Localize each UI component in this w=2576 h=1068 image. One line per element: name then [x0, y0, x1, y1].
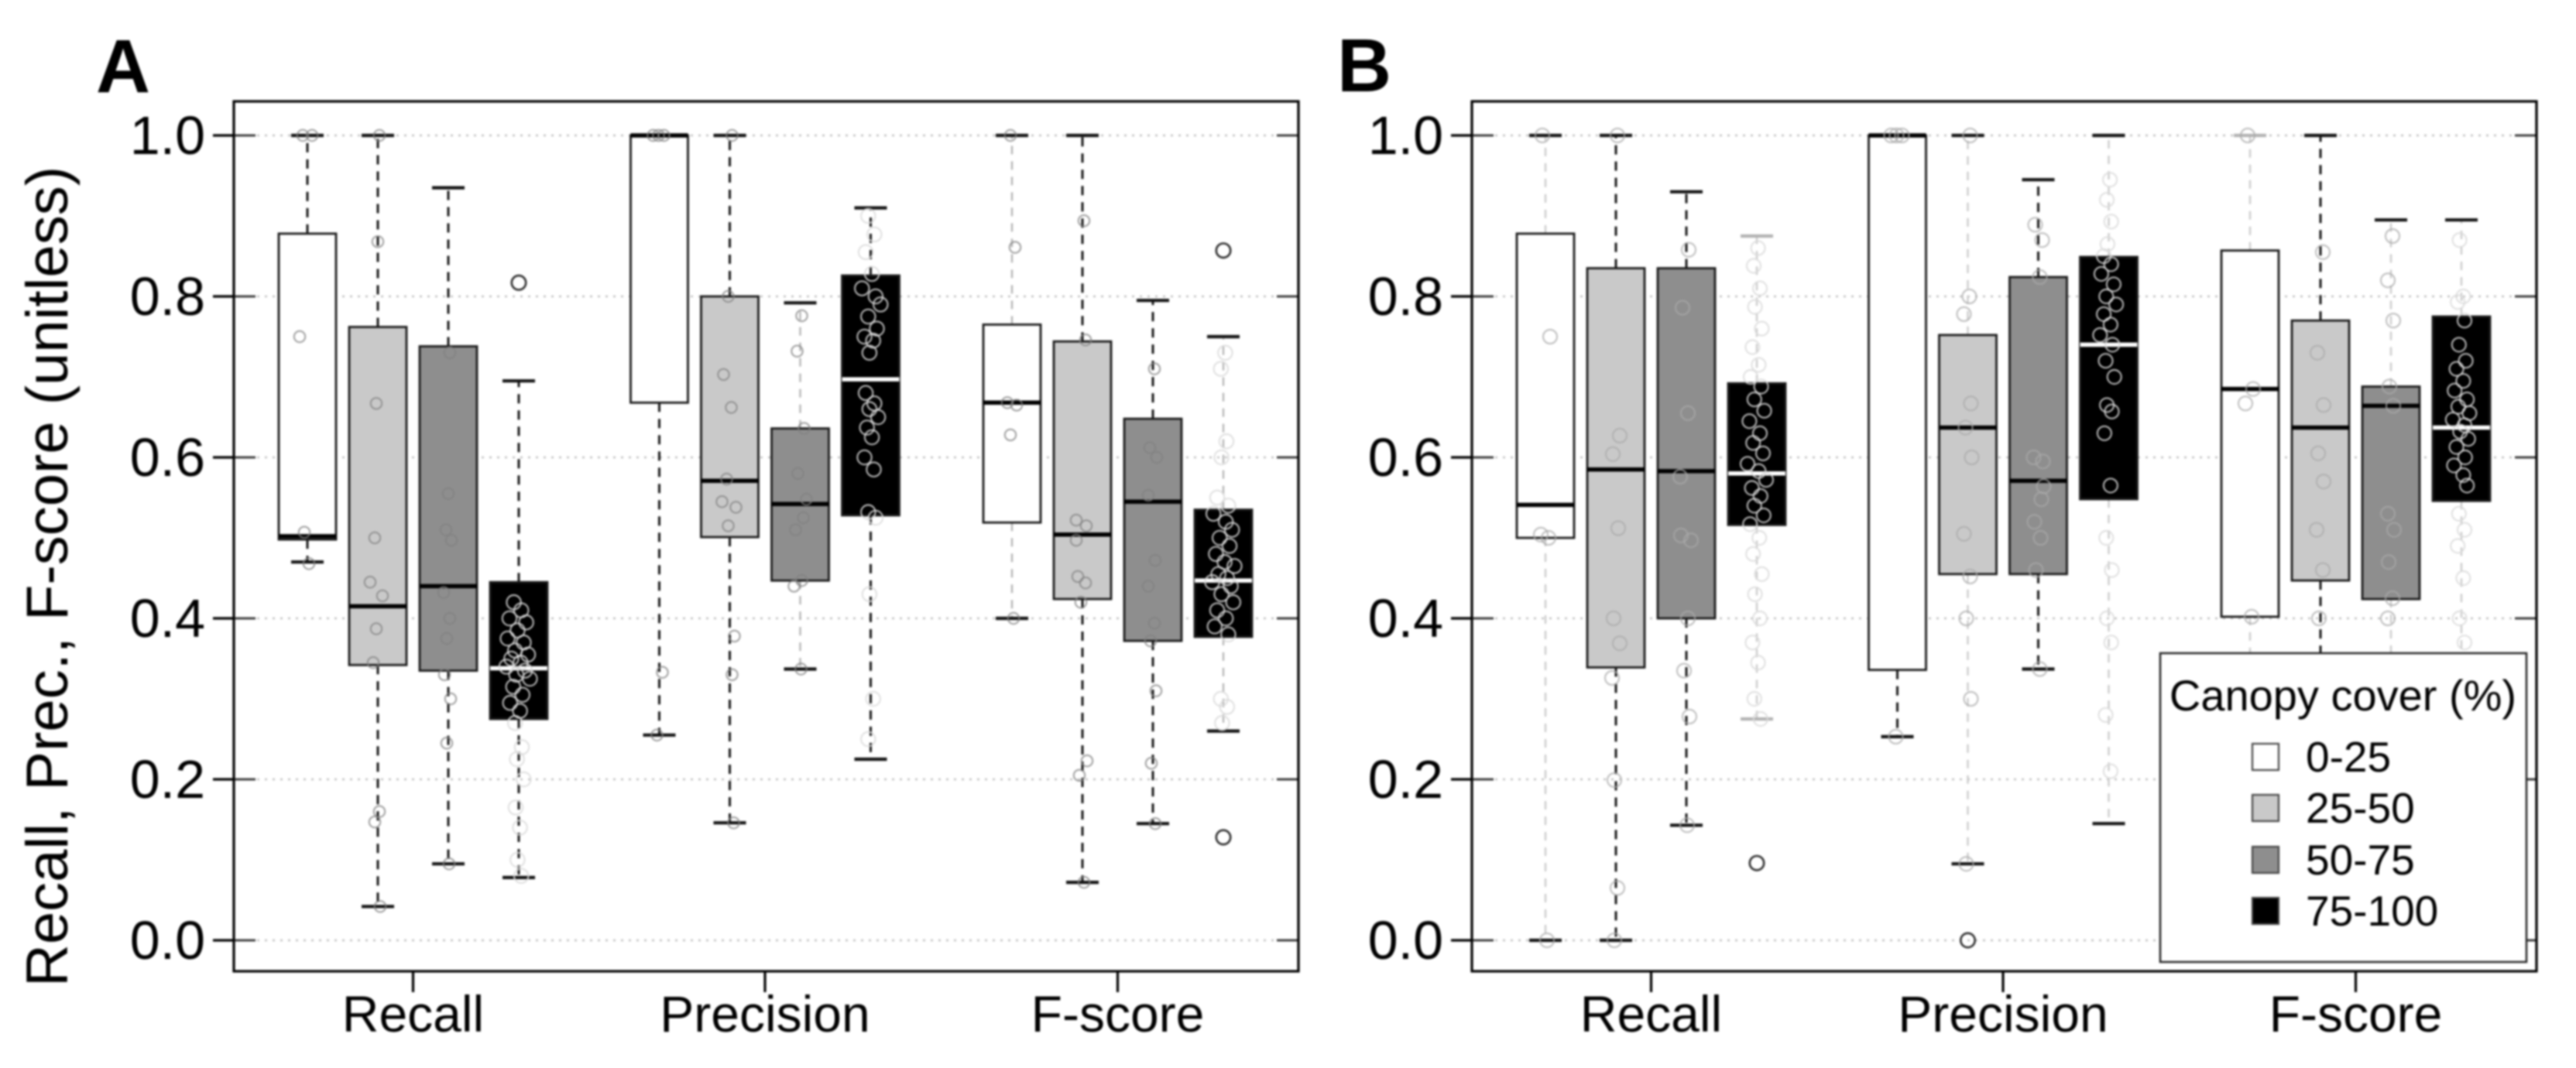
svg-text:1.0: 1.0	[130, 105, 205, 166]
svg-text:0.4: 0.4	[130, 588, 205, 649]
svg-text:Precision: Precision	[1898, 985, 2108, 1042]
svg-text:0.0: 0.0	[130, 910, 205, 970]
svg-text:F-score: F-score	[2269, 985, 2443, 1042]
svg-text:B: B	[1337, 23, 1391, 108]
svg-text:0.4: 0.4	[1368, 588, 1443, 649]
svg-text:0.6: 0.6	[130, 427, 205, 488]
svg-text:0.0: 0.0	[1368, 910, 1443, 970]
svg-text:0.8: 0.8	[130, 266, 205, 327]
svg-text:Recall: Recall	[342, 985, 484, 1042]
svg-text:0.6: 0.6	[1368, 427, 1443, 488]
svg-text:Canopy cover (%): Canopy cover (%)	[2170, 671, 2516, 720]
svg-text:Precision: Precision	[660, 985, 870, 1042]
svg-text:0.8: 0.8	[1368, 266, 1443, 327]
svg-text:Recall: Recall	[1580, 985, 1722, 1042]
svg-text:0-25: 0-25	[2306, 733, 2391, 781]
svg-text:75-100: 75-100	[2306, 887, 2438, 935]
svg-text:1.0: 1.0	[1368, 105, 1443, 166]
svg-text:25-50: 25-50	[2306, 784, 2415, 832]
svg-text:Recall, Prec., F-score (unitle: Recall, Prec., F-score (unitless)	[15, 166, 81, 987]
svg-text:A: A	[96, 24, 150, 108]
svg-text:0.2: 0.2	[130, 749, 205, 810]
svg-text:0.2: 0.2	[1368, 749, 1443, 810]
svg-text:50-75: 50-75	[2306, 836, 2415, 884]
svg-text:F-score: F-score	[1031, 985, 1205, 1042]
